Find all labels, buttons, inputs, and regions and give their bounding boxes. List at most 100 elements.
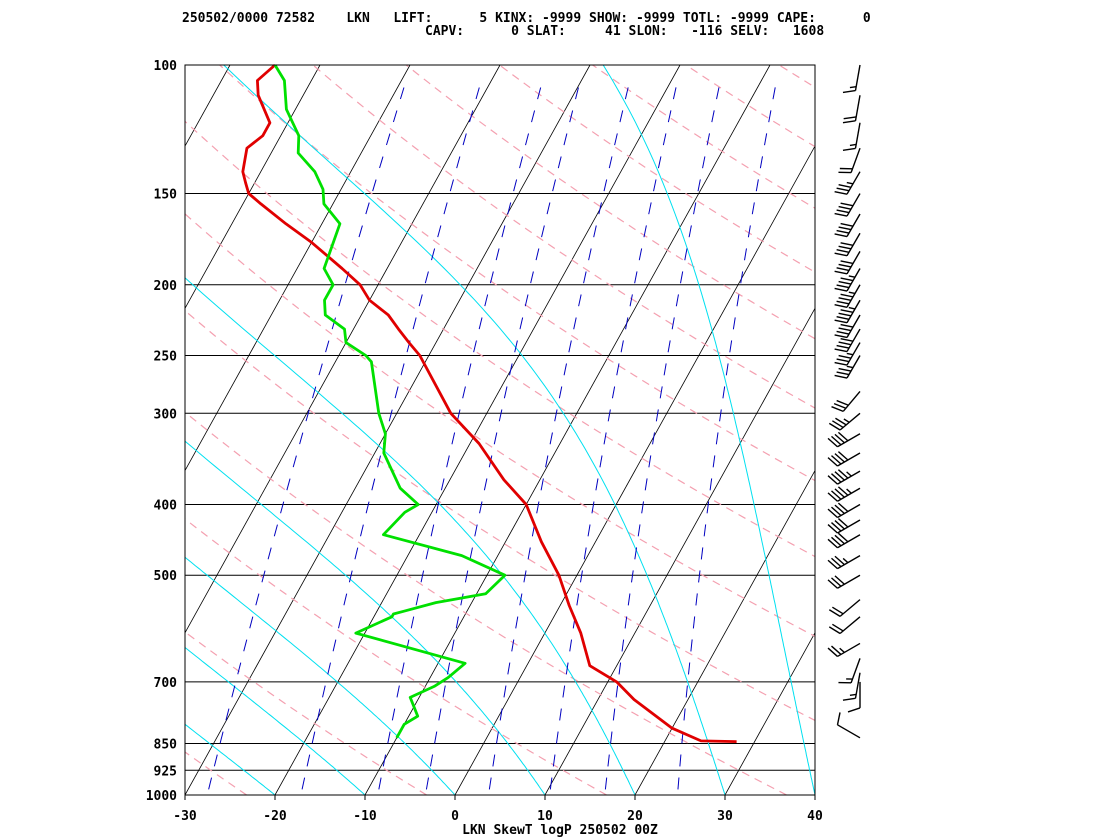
mixing-ratio-dash [667, 110, 672, 123]
mixing-ratio-dash [631, 570, 634, 583]
mixing-ratio-dash [558, 386, 563, 399]
mixing-ratio-dash [524, 294, 529, 307]
wind-barb [836, 712, 861, 739]
mixing-ratio-dash [410, 616, 415, 629]
mixing-ratio-dash [483, 478, 488, 491]
mixing-ratio-dash [619, 110, 624, 123]
mixing-ratio-dash [536, 501, 540, 514]
moist-adiabat [602, 65, 815, 795]
mixing-ratio-dash [312, 386, 317, 399]
mixing-ratio-dash [449, 179, 454, 192]
t-tick-label: 10 [537, 809, 553, 824]
mixing-ratio-dash [580, 570, 583, 583]
mixing-ratio-dash [625, 317, 629, 330]
mixing-ratio-dash [525, 133, 530, 146]
mixing-ratio-dash [316, 708, 321, 721]
mixing-ratio-dash [659, 386, 663, 399]
mixing-ratio-dash [549, 777, 553, 790]
isotherm--60 [185, 65, 321, 310]
mixing-ratio-dash [243, 639, 248, 652]
mixing-ratio-dash [273, 524, 278, 537]
mixing-ratio-dash [327, 662, 331, 675]
mixing-ratio-dash [415, 593, 420, 606]
mixing-ratio-dash [392, 110, 398, 123]
x-axis-title: LKN SkewT logP 250502 00Z [462, 823, 658, 838]
mixing-ratio-dash [509, 363, 513, 376]
wind-barb [827, 518, 861, 534]
mixing-ratio-dash [711, 110, 715, 123]
mixing-ratio-dash [455, 616, 460, 629]
dry-adiabat [499, 65, 815, 273]
mixing-ratio-dash [554, 409, 558, 422]
t-tick-label: -30 [173, 809, 197, 824]
mixing-ratio-dash [429, 754, 434, 767]
mixing-ratio-dash [700, 547, 704, 560]
mixing-ratio-dash [519, 156, 524, 169]
mixing-ratio-dash [280, 501, 285, 514]
mixing-ratio-dash [438, 708, 442, 721]
mixing-ratio-dash [401, 662, 405, 675]
wind-barb [834, 193, 861, 217]
mixing-ratio-dash [627, 593, 631, 606]
mixing-ratio-dash [697, 179, 701, 192]
mixing-ratio-dash [637, 524, 641, 537]
mixing-ratio-dash [569, 110, 574, 123]
mixing-ratio-dash [396, 685, 400, 698]
isotherm-30 [724, 631, 815, 795]
mixing-ratio-dash [725, 363, 729, 376]
mixing-ratio-dash [475, 87, 480, 100]
mixing-ratio-dash [545, 455, 549, 468]
mixing-ratio-dash [583, 547, 587, 560]
mixing-ratio-dash [311, 731, 316, 744]
mixing-ratio-dash [446, 662, 451, 675]
mixing-ratio-dash [657, 156, 662, 169]
mixing-ratio-dash [563, 363, 568, 376]
mixing-ratio-dash [515, 616, 519, 629]
mixing-ratio-dash [484, 294, 489, 307]
mixing-ratio-dash [615, 685, 619, 698]
mixing-ratio-dash [587, 524, 591, 537]
mixing-ratio-dash [702, 156, 706, 169]
mixing-ratio-dash [348, 570, 353, 583]
moist-adiabat [223, 65, 726, 795]
mixing-ratio-dash [231, 685, 236, 698]
wind-barbs [827, 64, 861, 739]
mixing-ratio-dash [469, 547, 473, 560]
mixing-ratio-dash [371, 478, 376, 491]
wind-barb [831, 390, 861, 412]
wind-barb [827, 469, 861, 485]
mixing-ratio-dash [648, 455, 652, 468]
header-line-1: 250502/0000 72582 LKN LIFT: 5 KINX: -999… [182, 11, 871, 26]
mixing-ratio-dash [412, 317, 417, 330]
mixing-ratio-dash [460, 593, 464, 606]
mixing-ratio-dash [614, 133, 618, 146]
mixing-ratio-dash [698, 570, 701, 583]
mixing-ratio-dash [446, 455, 450, 468]
mixing-ratio-dash [634, 547, 638, 560]
mixing-ratio-dash [598, 202, 602, 215]
mixing-ratio-dash [305, 409, 310, 422]
axes [184, 64, 816, 796]
mixing-ratio-dash [653, 179, 657, 192]
wind-barb [827, 451, 861, 467]
mixing-ratio-dash [488, 777, 492, 790]
wind-barb [827, 574, 861, 589]
wind-barb [828, 616, 861, 635]
mixing-ratio-dash [620, 340, 624, 353]
mixing-ratio-dash [751, 202, 755, 215]
mixing-ratio-dash [462, 386, 466, 399]
mixing-ratio-dash [492, 754, 496, 767]
mixing-ratio-dash [537, 87, 542, 100]
p-tick-label: 700 [154, 676, 178, 691]
isotherm--20 [274, 65, 681, 795]
mixing-ratio-dash [322, 685, 326, 698]
wind-barb [834, 250, 861, 275]
wind-barb [834, 342, 861, 366]
mixing-ratio-dash [719, 409, 722, 422]
mixing-ratio-dash [706, 501, 710, 514]
isotherm-0 [454, 145, 815, 795]
dry-adiabat [185, 411, 787, 795]
mixing-ratio-dash [360, 524, 364, 537]
dry-adiabat [185, 751, 247, 795]
